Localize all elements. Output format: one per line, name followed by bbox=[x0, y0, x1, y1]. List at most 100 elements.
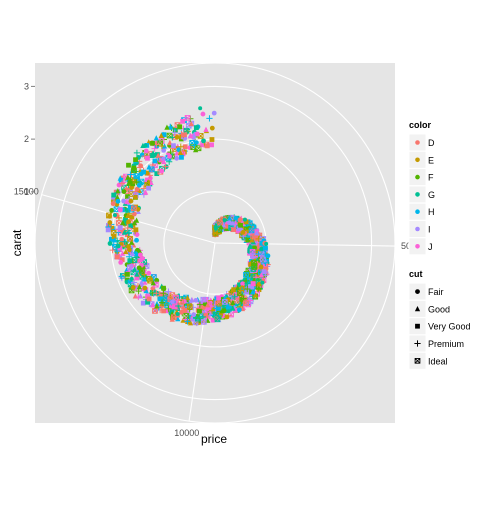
point bbox=[255, 235, 262, 243]
point bbox=[143, 143, 148, 148]
point bbox=[168, 124, 174, 130]
legend-label: Ideal bbox=[428, 356, 448, 366]
point bbox=[255, 255, 261, 261]
point bbox=[193, 140, 199, 146]
point bbox=[153, 135, 159, 141]
point bbox=[111, 234, 117, 239]
legend-label: E bbox=[428, 155, 434, 165]
theta-grid-line bbox=[41, 194, 216, 244]
point bbox=[242, 217, 247, 222]
point bbox=[196, 308, 202, 314]
point bbox=[227, 220, 232, 226]
x-axis-label: price bbox=[201, 432, 227, 446]
point bbox=[188, 297, 195, 303]
legend-label: Fair bbox=[428, 287, 444, 297]
point bbox=[203, 126, 209, 132]
point bbox=[109, 208, 115, 213]
point bbox=[117, 225, 123, 231]
point bbox=[243, 277, 250, 284]
point bbox=[169, 307, 175, 313]
point bbox=[223, 223, 229, 229]
point bbox=[131, 227, 139, 235]
point bbox=[194, 315, 201, 322]
point bbox=[131, 167, 137, 174]
legend-key-color bbox=[415, 157, 420, 163]
point bbox=[130, 250, 136, 257]
point bbox=[126, 162, 131, 168]
point bbox=[206, 310, 212, 316]
point bbox=[111, 192, 117, 198]
point bbox=[241, 293, 247, 300]
point bbox=[244, 289, 250, 295]
point bbox=[136, 265, 142, 271]
point bbox=[140, 185, 147, 192]
point bbox=[258, 271, 265, 278]
point bbox=[194, 320, 200, 326]
point bbox=[211, 300, 217, 305]
point bbox=[237, 287, 245, 294]
point bbox=[146, 185, 152, 191]
legend-label: D bbox=[428, 138, 435, 148]
point bbox=[209, 137, 215, 142]
point bbox=[127, 247, 132, 253]
point bbox=[127, 171, 134, 178]
point bbox=[111, 196, 116, 202]
point bbox=[231, 293, 238, 300]
point bbox=[125, 194, 130, 200]
legend-key-color bbox=[415, 209, 420, 214]
point bbox=[259, 240, 265, 246]
point bbox=[130, 285, 136, 290]
theta-grid-line bbox=[188, 242, 216, 422]
point bbox=[161, 285, 166, 291]
point bbox=[150, 140, 155, 146]
point bbox=[140, 256, 145, 261]
point bbox=[161, 147, 167, 153]
point bbox=[190, 304, 197, 311]
point bbox=[226, 304, 232, 309]
point bbox=[174, 134, 180, 140]
point bbox=[213, 226, 218, 231]
point bbox=[131, 211, 137, 217]
point bbox=[154, 171, 160, 177]
point bbox=[244, 285, 251, 293]
point bbox=[188, 120, 194, 127]
point bbox=[143, 148, 149, 154]
point bbox=[178, 131, 185, 138]
point bbox=[214, 316, 221, 323]
point bbox=[115, 243, 121, 249]
point bbox=[150, 302, 156, 308]
point bbox=[120, 219, 126, 226]
point bbox=[155, 152, 161, 158]
point bbox=[161, 308, 166, 314]
legend-label: J bbox=[428, 242, 433, 252]
point bbox=[247, 243, 253, 249]
point bbox=[154, 278, 160, 283]
point bbox=[118, 180, 126, 187]
point bbox=[240, 281, 246, 287]
point bbox=[260, 256, 266, 263]
point bbox=[218, 223, 224, 230]
point bbox=[171, 143, 176, 149]
point bbox=[184, 115, 191, 121]
point bbox=[177, 149, 184, 156]
point bbox=[105, 227, 111, 233]
point bbox=[145, 155, 150, 161]
point bbox=[118, 273, 125, 280]
point bbox=[204, 143, 210, 149]
point bbox=[249, 226, 254, 232]
point bbox=[161, 158, 167, 165]
point bbox=[243, 300, 249, 307]
point bbox=[245, 237, 251, 243]
point bbox=[121, 198, 127, 204]
point bbox=[258, 264, 264, 270]
point bbox=[243, 271, 249, 278]
point bbox=[123, 248, 129, 255]
point bbox=[230, 299, 236, 306]
theta-grid-line bbox=[214, 242, 395, 247]
point bbox=[221, 299, 228, 305]
point bbox=[169, 134, 176, 141]
point bbox=[152, 158, 158, 164]
point bbox=[174, 155, 180, 161]
